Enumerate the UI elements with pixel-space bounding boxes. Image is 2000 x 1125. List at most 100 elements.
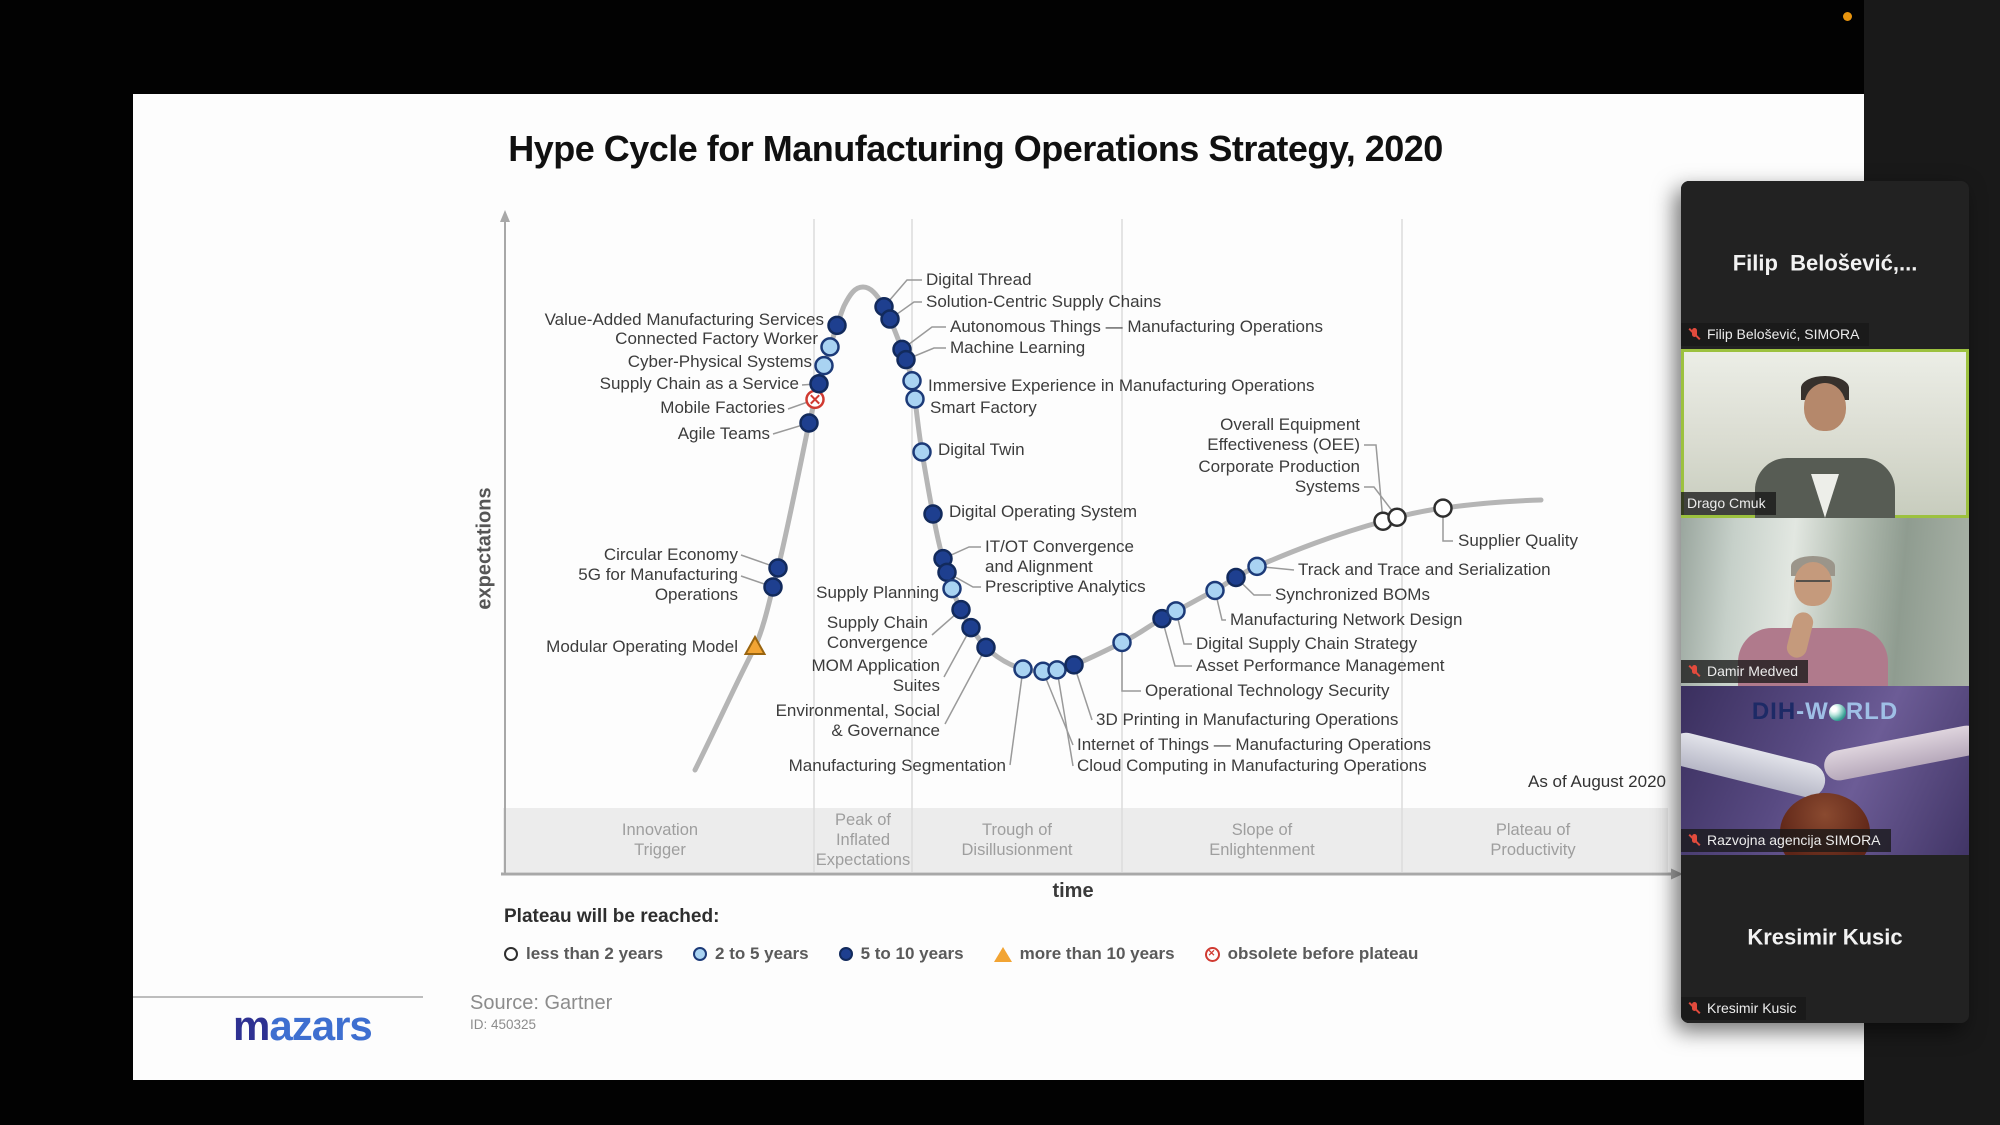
- person-figure: [1804, 383, 1846, 432]
- label-leader-line: [1442, 508, 1453, 542]
- muted-mic-icon: [1687, 664, 1701, 678]
- phase-label: Enlightenment: [1209, 841, 1315, 859]
- chart-point-label: Supply Planning: [816, 583, 939, 602]
- label-leader-line: [946, 571, 981, 588]
- chart-point-label: Digital Supply Chain Strategy: [1196, 634, 1418, 653]
- chart-point-label: and Alignment: [985, 557, 1093, 576]
- label-leader-line: [1214, 590, 1226, 621]
- participant-tile-damir[interactable]: Damir Medved: [1681, 517, 1969, 687]
- chart-point-label: Connected Factory Worker: [615, 329, 818, 348]
- chart-point-dot: [1166, 601, 1186, 621]
- label-leader-line: [901, 326, 946, 350]
- chart-point-label: Smart Factory: [930, 398, 1037, 417]
- legend-heading: Plateau will be reached:: [504, 906, 720, 927]
- chart-point-dot: [809, 374, 829, 394]
- chart-point-label: Manufacturing Network Design: [1230, 610, 1462, 629]
- participant-tag-label: Drago Cmuk: [1687, 494, 1766, 511]
- chart-point-label: Prescriptive Analytics: [985, 577, 1146, 596]
- chart-legend: Plateau will be reached: less than 2 yea…: [504, 906, 1418, 964]
- divider-line: [133, 996, 423, 998]
- participant-name: Filip Belošević,...: [1732, 250, 1918, 276]
- chart-point-label: Convergence: [827, 633, 928, 652]
- mazars-logo: mazars: [233, 1002, 373, 1050]
- chart-point-dot: [1205, 580, 1225, 601]
- chart-title: Hype Cycle for Manufacturing Operations …: [508, 128, 1443, 169]
- chart-point-label: Value-Added Manufacturing Services: [545, 310, 824, 329]
- label-leader-line: [944, 647, 987, 725]
- label-leader-line: [1161, 618, 1192, 667]
- robot-arm-graphic: [1681, 729, 1829, 802]
- label-leader-line: [1042, 670, 1074, 746]
- participant-nametag: Kresimir Kusic: [1681, 997, 1807, 1021]
- human-arm-graphic: [1821, 723, 1969, 784]
- chart-point-dot: [1247, 556, 1267, 577]
- phase-label: Innovation: [622, 821, 698, 839]
- participant-tile-kresimir[interactable]: Kresimir Kusic Kresimir Kusic: [1681, 854, 1969, 1023]
- chart-point-label: Overall Equipment: [1220, 415, 1360, 434]
- chart-point-dot: [880, 309, 900, 329]
- chart-point-label: Synchronized BOMs: [1275, 585, 1430, 604]
- chart-point-dot: [942, 578, 962, 599]
- muted-mic-icon: [1687, 1001, 1701, 1015]
- chart-point-label: Manufacturing Segmentation: [789, 756, 1006, 775]
- source-id: ID: 450325: [470, 1017, 537, 1032]
- phase-label: Productivity: [1490, 841, 1576, 859]
- chart-point-label: Circular Economy: [604, 545, 739, 564]
- chart-point-label: Modular Operating Model: [546, 637, 738, 656]
- chart-point-label: Track and Trace and Serialization: [1298, 560, 1551, 579]
- phase-label: Slope of: [1232, 821, 1293, 839]
- legend-label: 5 to 10 years: [860, 944, 964, 963]
- participant-nametag: Damir Medved: [1681, 660, 1809, 684]
- chart-point-dot: [951, 599, 971, 620]
- label-leader-line: [889, 301, 922, 320]
- participant-nametag: Filip Belošević, SIMORA: [1681, 323, 1870, 347]
- chart-point-label: Mobile Factories: [660, 398, 785, 417]
- participant-tile-simora[interactable]: DIH-W RLD Razvojna agencija SIMORA: [1681, 686, 1969, 855]
- dih-world-logo-rld: RLD: [1845, 698, 1899, 726]
- chart-point-label: Solution-Centric Supply Chains: [926, 292, 1161, 311]
- legend-item: less than 2 years: [504, 944, 663, 964]
- chart-point-dot: [1112, 632, 1132, 653]
- obsolete-cross: [810, 394, 820, 405]
- phase-label: Expectations: [816, 851, 910, 869]
- chart-point-label: Machine Learning: [950, 338, 1085, 357]
- chart-point-label: Operations: [655, 585, 738, 604]
- chart-point-label: 5G for Manufacturing: [578, 565, 738, 584]
- chart-point-dot: [961, 617, 981, 638]
- mazars-logo-m: m: [233, 1002, 270, 1049]
- chart-point-dot: [937, 562, 957, 583]
- chart-point-dot: [827, 315, 847, 336]
- chart-point-dot: [896, 349, 916, 370]
- chart-point-label: Cloud Computing in Manufacturing Operati…: [1077, 756, 1427, 775]
- legend-label: more than 10 years: [1019, 944, 1175, 963]
- phase-label: Disillusionment: [962, 841, 1073, 859]
- participant-tile-filip[interactable]: Filip Belošević,... Filip Belošević, SIM…: [1681, 181, 1969, 350]
- participant-nametag: Razvojna agencija SIMORA: [1681, 828, 1891, 852]
- legend-marker-2_to_5: [693, 947, 708, 961]
- person-figure: [1794, 561, 1833, 606]
- y-axis-label: expectations: [473, 487, 496, 610]
- chart-point-label: Effectiveness (OEE): [1207, 435, 1360, 454]
- label-leader-line: [1009, 668, 1024, 766]
- legend-item: 2 to 5 years: [693, 944, 809, 964]
- as-of-date: As of August 2020: [1528, 772, 1666, 791]
- phase-label: Inflated: [836, 831, 890, 849]
- label-leader-line: [883, 279, 922, 308]
- chart-point-dot: [763, 577, 783, 597]
- participant-nametag: Drago Cmuk: [1681, 491, 1776, 515]
- legend-item: more than 10 years: [993, 944, 1175, 964]
- muted-mic-icon: [1687, 833, 1701, 847]
- label-leader-line: [1175, 610, 1192, 645]
- chart-point-label: Supplier Quality: [1458, 531, 1579, 550]
- participant-tile-drago[interactable]: Drago Cmuk: [1681, 349, 1969, 518]
- muted-mic-icon: [1687, 327, 1701, 341]
- chart-point-label: Digital Thread: [926, 270, 1032, 289]
- dih-world-logo-w: -W: [1796, 698, 1829, 726]
- source-block: Source: Gartner ID: 450325: [470, 992, 612, 1032]
- phase-label: Trough of: [982, 821, 1052, 839]
- y-axis-arrow: [500, 210, 510, 222]
- mazars-logo-azars: azars: [269, 1002, 372, 1049]
- source-text: Source: Gartner: [470, 992, 613, 1014]
- chart-point-dot: [799, 413, 819, 433]
